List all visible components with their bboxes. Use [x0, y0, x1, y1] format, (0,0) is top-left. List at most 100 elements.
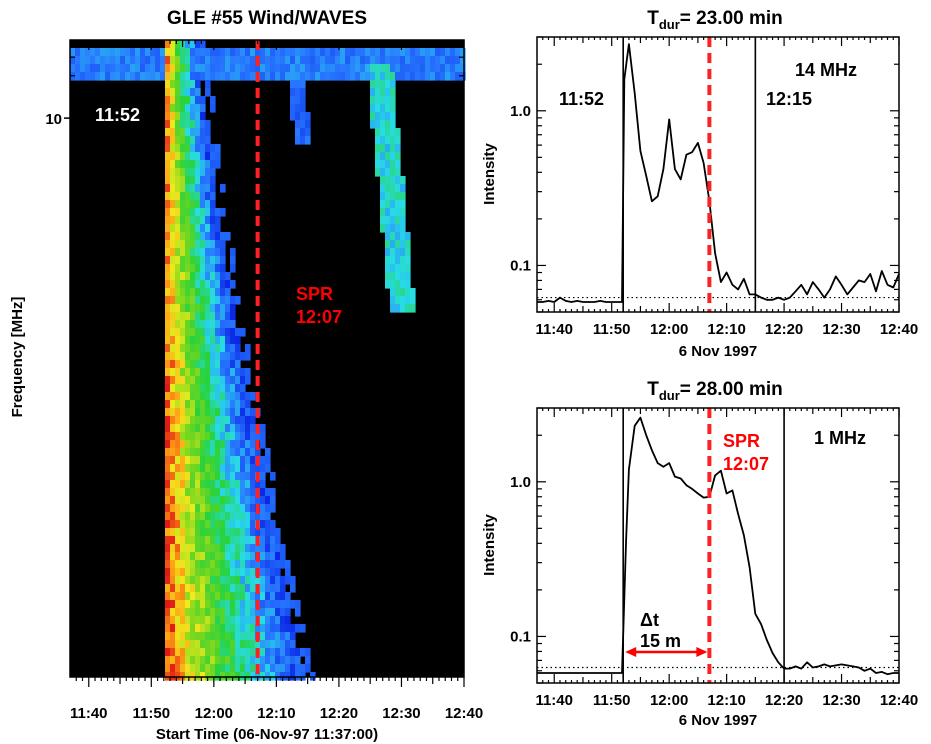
spectrogram-cell — [240, 592, 246, 601]
spectrogram-cell — [230, 312, 236, 321]
spectrogram-cell — [185, 584, 191, 593]
spectrogram-cell — [210, 64, 216, 73]
spectrogram-cell — [280, 56, 286, 65]
spectrogram-cell — [190, 608, 196, 617]
spectrogram-cell — [270, 528, 276, 537]
spectrogram-cell — [260, 488, 266, 497]
spectrogram-cell — [170, 496, 176, 505]
spectrogram-cell — [365, 64, 371, 73]
spectrogram-cell — [195, 656, 201, 665]
spectrogram-cell — [245, 48, 251, 57]
spectrogram-cell — [185, 456, 191, 465]
spectrogram-cell — [290, 664, 296, 673]
spectrogram-cell — [175, 320, 181, 329]
spectrogram-cell — [380, 56, 386, 65]
spectrogram-cell — [165, 72, 171, 81]
spectrogram-cell — [160, 64, 166, 73]
spectrogram-cell — [185, 64, 191, 73]
spectrogram-cell — [205, 232, 211, 241]
spectrogram-cell — [230, 464, 236, 473]
spectrogram-cell — [220, 568, 226, 577]
spectrogram-cell — [235, 336, 241, 345]
spectrogram-cell — [200, 424, 206, 433]
spectrogram-cell — [190, 80, 196, 89]
spectrogram-cell — [205, 200, 211, 209]
spectrogram-cell — [170, 640, 176, 649]
spectrogram-cell — [215, 528, 221, 537]
spectrogram-cell — [280, 656, 286, 665]
spectrogram-cell — [325, 48, 331, 57]
spectrogram-cell — [290, 632, 296, 641]
spectrogram-cell — [175, 168, 181, 177]
spectrogram-cell — [385, 224, 391, 233]
spectrogram-cell — [305, 48, 311, 57]
spectrogram-cell — [235, 352, 241, 361]
spectrogram-cell — [215, 392, 221, 401]
spectrogram-cell — [350, 64, 356, 73]
spectrogram-cell — [395, 208, 401, 217]
spectrogram-cell — [270, 560, 276, 569]
spectrogram-cell — [195, 368, 201, 377]
spectrogram-cell — [240, 496, 246, 505]
spectrogram-cell — [195, 632, 201, 641]
spectrogram-cell — [300, 104, 306, 113]
spectrogram-cell — [170, 264, 176, 273]
spectrogram-cell — [195, 304, 201, 313]
spectrogram-cell — [235, 616, 241, 625]
spectrogram-cell — [250, 416, 256, 425]
spectrogram-cell — [445, 48, 451, 57]
spectrogram-cell — [210, 560, 216, 569]
spectrogram-cell — [245, 536, 251, 545]
spectrogram-cell — [180, 296, 186, 305]
spectrogram-cell — [185, 368, 191, 377]
spectrogram-cell — [205, 120, 211, 129]
spectrogram-cell — [190, 288, 196, 297]
spectrogram-cell — [190, 584, 196, 593]
spectrogram-cell — [245, 456, 251, 465]
spectrogram-cell — [245, 592, 251, 601]
x-tick-label: 12:40 — [880, 321, 918, 338]
spectrogram-cell — [240, 368, 246, 377]
spectrogram-cell — [380, 72, 386, 81]
x-tick-label: 12:20 — [765, 692, 803, 709]
spectrogram-cell — [185, 616, 191, 625]
spectrogram-cell — [185, 440, 191, 449]
spectrogram-cell — [195, 480, 201, 489]
spectrogram-cell — [405, 232, 411, 241]
spectrogram-cell — [205, 384, 211, 393]
spectrogram-cell — [170, 40, 176, 49]
spectrogram-cell — [395, 232, 401, 241]
spectrogram-cell — [185, 312, 191, 321]
spectrogram-cell — [180, 184, 186, 193]
spectrogram-cell — [185, 552, 191, 561]
spectrogram-cell — [195, 56, 201, 65]
spectrogram-cell — [265, 648, 271, 657]
spectrogram-cell — [375, 128, 381, 137]
y-axis-label: Frequency [MHz] — [9, 297, 26, 418]
spectrogram-cell — [90, 56, 96, 65]
spectrogram-cell — [220, 64, 226, 73]
spectrogram-cell — [215, 160, 221, 169]
spectrogram-cell — [285, 64, 291, 73]
spectrogram-cell — [240, 584, 246, 593]
spectrogram-cell — [165, 120, 171, 129]
spectrogram-cell — [235, 456, 241, 465]
spectrogram-cell — [200, 176, 206, 185]
spectrogram-cell — [265, 48, 271, 57]
spectrogram-cell — [230, 304, 236, 313]
spectrogram-cell — [190, 256, 196, 265]
spectrogram-cell — [230, 568, 236, 577]
spectrogram-cell — [195, 608, 201, 617]
spectrogram-cell — [370, 72, 376, 81]
spectrogram-cell — [205, 432, 211, 441]
spectrogram-cell — [460, 48, 466, 57]
spectrogram-cell — [130, 64, 136, 73]
spectrogram-cell — [70, 56, 76, 65]
spectrogram-cell — [385, 248, 391, 257]
spectrogram-cell — [170, 288, 176, 297]
spectrogram-cell — [300, 624, 306, 633]
spectrogram-cell — [265, 448, 271, 457]
spectrogram-cell — [170, 240, 176, 249]
spectrogram-cell — [175, 496, 181, 505]
spectrogram-cell — [230, 520, 236, 529]
